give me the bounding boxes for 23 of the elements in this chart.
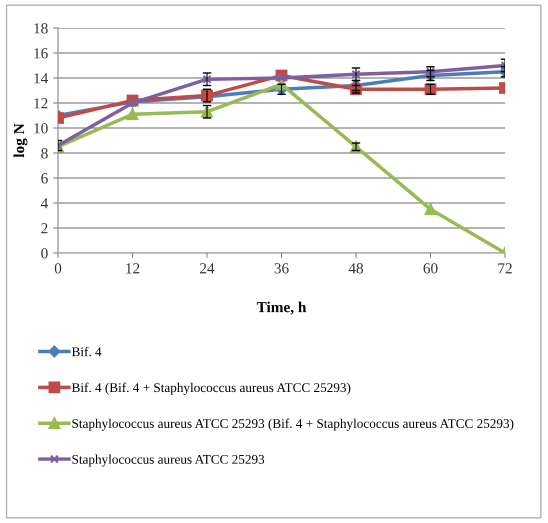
y-axis-title: log N bbox=[13, 124, 28, 158]
y-tick-label: 12 bbox=[34, 98, 48, 108]
y-tick-label: 18 bbox=[34, 23, 48, 34]
x-tick-label: 36 bbox=[274, 263, 289, 274]
x-tick-label: 24 bbox=[200, 263, 214, 274]
x-tick-label: 48 bbox=[348, 263, 364, 274]
y-tick-label: 0 bbox=[41, 248, 48, 258]
y-tick-label: 16 bbox=[34, 48, 48, 58]
x-tick-label: 12 bbox=[126, 263, 140, 274]
y-tick-label: 14 bbox=[34, 73, 48, 84]
y-tick-label: 2 bbox=[41, 223, 48, 234]
legend-label: Staphylococcus aureus ATCC 25293 (Bif. 4 + Staphylococcus aureus ATCC 25293) bbox=[72, 418, 514, 431]
x-tick-label: 72 bbox=[498, 263, 512, 274]
x-tick-label: 0 bbox=[54, 263, 62, 274]
y-tick-label: 6 bbox=[41, 173, 48, 184]
legend-label: Bif. 4 (Bif. 4 + Staphylococcus aureus ATCC 25293) bbox=[72, 382, 350, 395]
y-tick-label: 10 bbox=[34, 123, 48, 134]
x-axis-title: Time, h bbox=[256, 302, 306, 315]
legend-label: Bif. 4 bbox=[72, 346, 102, 356]
x-tick-label: 60 bbox=[424, 263, 438, 274]
y-tick-label: 8 bbox=[41, 148, 48, 158]
legend-label: Staphylococcus aureus ATCC 25293 bbox=[72, 454, 264, 467]
y-tick-label: 4 bbox=[40, 198, 48, 208]
